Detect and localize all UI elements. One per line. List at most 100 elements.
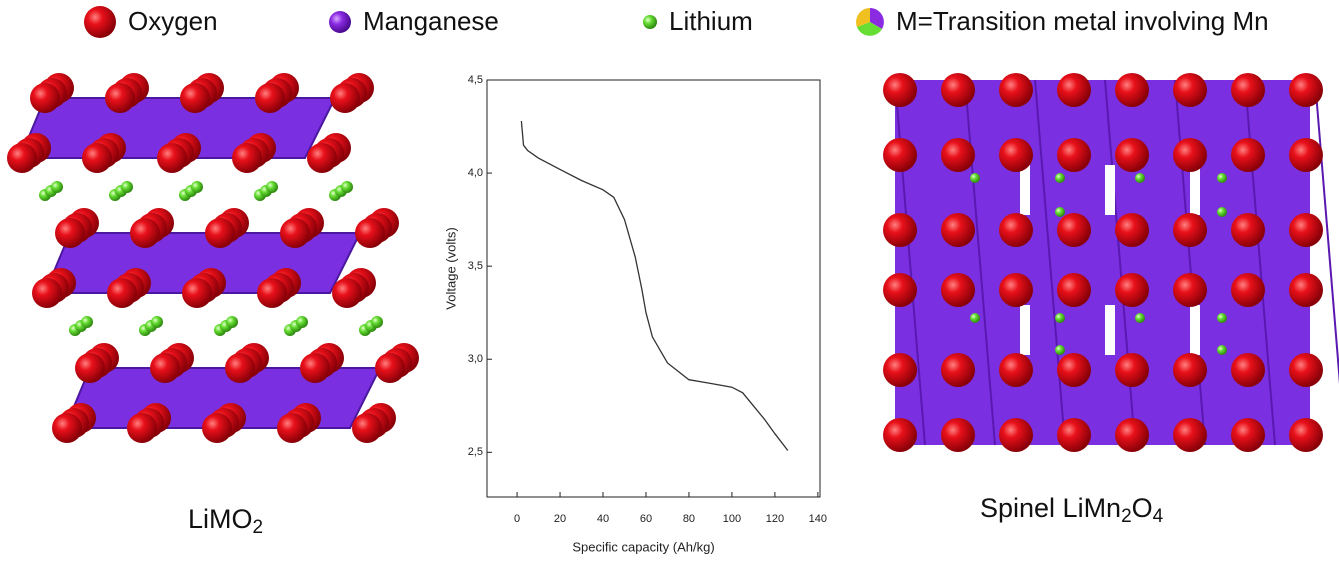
label-sub: 2 (1121, 506, 1132, 527)
lithium (341, 181, 353, 193)
oxygen (941, 353, 975, 387)
octahedra-edge (1315, 80, 1339, 445)
oxygen (30, 83, 60, 113)
oxygen (105, 83, 135, 113)
oxygen (883, 353, 917, 387)
oxygen (1115, 73, 1149, 107)
lithium (226, 316, 238, 328)
oxygen (257, 278, 287, 308)
oxygen (355, 218, 385, 248)
lithium (1135, 173, 1145, 183)
oxygen (127, 413, 157, 443)
channel (1020, 165, 1030, 215)
oxygen (1289, 138, 1323, 172)
oxygen (1057, 73, 1091, 107)
lithium (151, 316, 163, 328)
x-tick-label: 120 (766, 513, 784, 525)
oxygen (941, 73, 975, 107)
y-tick-label: 4,5 (468, 74, 483, 86)
oxygen (332, 278, 362, 308)
oxygen (1115, 138, 1149, 172)
oxygen (157, 143, 187, 173)
oxygen (1115, 353, 1149, 387)
oxygen (1173, 73, 1207, 107)
oxygen (1057, 353, 1091, 387)
oxygen (883, 213, 917, 247)
oxygen (1173, 138, 1207, 172)
oxygen (75, 353, 105, 383)
y-tick-label: 4,0 (468, 167, 483, 179)
oxygen (1231, 73, 1265, 107)
legend-swatch (84, 6, 116, 38)
lithium (970, 313, 980, 323)
figure: OxygenManganeseLithiumM=Transition metal… (0, 0, 1339, 563)
oxygen (1057, 418, 1091, 452)
oxygen (999, 353, 1033, 387)
oxygen (130, 218, 160, 248)
x-axis-title: Specific capacity (Ah/kg) (572, 539, 714, 554)
oxygen (1231, 273, 1265, 307)
lithium (1055, 345, 1065, 355)
oxygen (883, 273, 917, 307)
lithium (121, 181, 133, 193)
legend-swatch (329, 11, 351, 33)
oxygen (1173, 353, 1207, 387)
oxygen (999, 418, 1033, 452)
oxygen (883, 418, 917, 452)
legend-label: M=Transition metal involving Mn (896, 6, 1269, 36)
oxygen (202, 413, 232, 443)
oxygen (1289, 353, 1323, 387)
channel (1190, 305, 1200, 355)
oxygen (1231, 353, 1265, 387)
oxygen (1057, 138, 1091, 172)
label-sub: 4 (1153, 506, 1164, 527)
oxygen (1289, 273, 1323, 307)
oxygen (182, 278, 212, 308)
lithium (1217, 207, 1227, 217)
lithium (1055, 207, 1065, 217)
oxygen (52, 413, 82, 443)
oxygen (941, 418, 975, 452)
channel (1105, 165, 1115, 215)
oxygen (941, 273, 975, 307)
channel (1105, 305, 1115, 355)
lithium (1055, 173, 1065, 183)
x-tick-label: 100 (723, 513, 741, 525)
oxygen (307, 143, 337, 173)
oxygen (107, 278, 137, 308)
oxygen (300, 353, 330, 383)
oxygen (225, 353, 255, 383)
oxygen (941, 213, 975, 247)
oxygen (1057, 213, 1091, 247)
lithium (1217, 313, 1227, 323)
lithium (1217, 345, 1227, 355)
oxygen (1173, 213, 1207, 247)
oxygen (150, 353, 180, 383)
channel (1020, 305, 1030, 355)
y-axis-title: Voltage (volts) (443, 227, 458, 309)
legend-label: Manganese (363, 6, 499, 36)
lithium (1135, 313, 1145, 323)
oxygen (32, 278, 62, 308)
oxygen (1231, 213, 1265, 247)
layered-structure (7, 73, 419, 443)
oxygen (1115, 418, 1149, 452)
oxygen (1173, 273, 1207, 307)
oxygen (1115, 273, 1149, 307)
lithium (51, 181, 63, 193)
oxygen (7, 143, 37, 173)
oxygen (55, 218, 85, 248)
oxygen (180, 83, 210, 113)
label-part: Spinel LiMn (980, 493, 1121, 523)
lithium (296, 316, 308, 328)
lithium (1055, 313, 1065, 323)
x-tick-label: 20 (554, 513, 566, 525)
lithium (191, 181, 203, 193)
lithium (371, 316, 383, 328)
left-label: LiMO2 (188, 504, 263, 538)
lithium (970, 173, 980, 183)
lithium (1217, 173, 1227, 183)
oxygen (82, 143, 112, 173)
oxygen (1289, 73, 1323, 107)
